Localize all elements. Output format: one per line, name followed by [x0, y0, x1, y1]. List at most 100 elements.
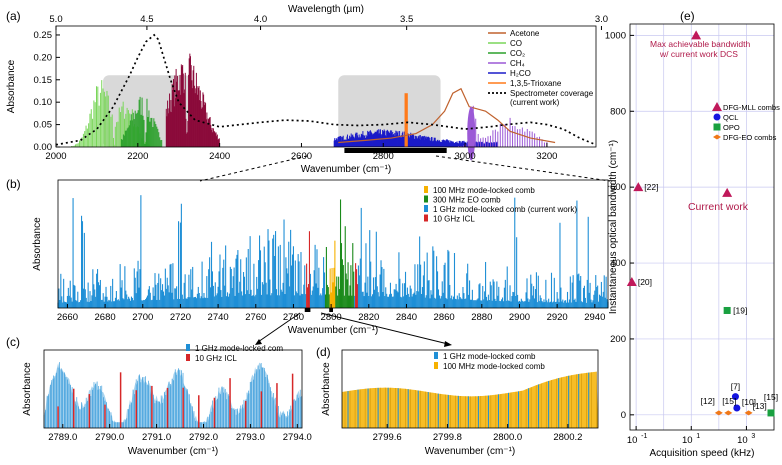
data-point: [731, 393, 739, 401]
zoom-connector: [435, 155, 611, 182]
x-tick-label: 2800: [373, 151, 394, 162]
point-label: [22]: [644, 182, 658, 192]
legend-label: CO₂: [510, 49, 525, 58]
annotation: Max achievable bandwidth: [650, 39, 750, 49]
x-tick-label: 2800.2: [553, 432, 582, 443]
y-tick-label: 0: [621, 410, 626, 421]
x-tick-label: 2790.0: [95, 432, 124, 443]
legend-label: 100 MHz mode-locked comb: [443, 362, 545, 371]
y-tick-label: 0.00: [34, 142, 53, 153]
data-point: [744, 410, 753, 416]
y-tick-label: 0.20: [34, 52, 53, 63]
x-tick-label: 2940: [584, 312, 605, 323]
x-axis-title: Wavenumber (cm⁻¹): [288, 325, 378, 336]
zoom-arrow: [320, 312, 449, 345]
x-tick-label: 2800.0: [493, 432, 522, 443]
legend-label: 1 GHz mode-locked com: [195, 344, 283, 353]
highlight-bar: [344, 148, 447, 153]
x-tick-label: 2600: [291, 151, 312, 162]
data-point: [723, 306, 731, 314]
legend-swatch: [434, 352, 438, 359]
y-axis-title: Absorbance: [22, 362, 33, 416]
x-tick-label: 2791.0: [142, 432, 171, 443]
plot-frame: [629, 23, 775, 431]
x-tick-label: 2660: [57, 312, 78, 323]
x-tick-label: 2760: [245, 312, 266, 323]
y-tick-label: 1000: [605, 30, 626, 41]
data-point: [724, 410, 733, 416]
absorbance-area: [44, 362, 302, 428]
legend-label: Spectrometer coverage: [510, 89, 594, 98]
legend-label: H₂CO: [510, 69, 531, 78]
x-tick-label: 3200: [536, 151, 557, 162]
panel-letter: (a): [6, 9, 21, 23]
x-axis-title: Wavenumber (cm⁻¹): [425, 446, 515, 457]
x-tick-exponent: 1: [696, 433, 700, 440]
x-axis-title: Wavenumber (cm⁻¹): [301, 164, 391, 175]
y-tick-label: 0.10: [34, 97, 53, 108]
x-tick-label: 3000: [455, 151, 476, 162]
point-label: [7]: [731, 382, 740, 392]
panel-letter: (c): [6, 335, 20, 349]
x-axis-title: Acquisition speed (kHz): [649, 448, 754, 459]
legend-label: 100 MHz mode-locked comb: [433, 186, 535, 195]
trioxane-peak: [404, 93, 408, 147]
data-point: [691, 30, 702, 40]
data-point: [633, 182, 644, 192]
panel-b: 2660268027002720274027602780280028202840…: [6, 177, 609, 336]
point-label: [15]: [722, 396, 736, 406]
point-label: [20]: [638, 277, 652, 287]
annotation: w/ current work DCS: [659, 49, 738, 59]
x-axis-title: Wavenumber (cm⁻¹): [128, 446, 218, 457]
x-tick-label: 2799.6: [373, 432, 402, 443]
x-tick-label: 2000: [45, 151, 66, 162]
legend-swatch: [186, 344, 190, 351]
data-point: [714, 410, 723, 416]
top-tick-label: 5.0: [49, 14, 62, 25]
point-label: [10]: [742, 397, 756, 407]
y-axis-title: Absorbance: [32, 217, 43, 271]
x-tick-label: 2880: [471, 312, 492, 323]
x-tick-label: 2793.0: [236, 432, 265, 443]
x-tick-label: 2720: [170, 312, 191, 323]
legend-label: DFG-EO combs: [723, 133, 777, 142]
legend-label: 1 GHz mode-locked comb (current work): [433, 205, 577, 214]
x-tick-exponent: 3: [751, 433, 755, 440]
panel-d: 2799.6 2799.8 2800.0 2800.2 Wavenumber (cm⁻¹…: [316, 345, 599, 457]
panel-a: 2000 2200 2400 2600 2800 3000 3200 0.00 0.05 0.10…: [6, 4, 608, 175]
legend-swatch: [424, 186, 428, 193]
legend-label: (current work): [510, 98, 560, 107]
y-tick-label: 0.05: [34, 120, 53, 131]
legend-label: 300 MHz EO comb: [433, 196, 501, 205]
x-tick-label: 2700: [132, 312, 153, 323]
x-tick-label: 2200: [127, 151, 148, 162]
legend-marker: [713, 134, 721, 140]
top-tick-label: 4.0: [254, 14, 267, 25]
plot-frame: [43, 349, 303, 429]
arrow-head: [444, 341, 452, 347]
legend-label: 10 GHz ICL: [433, 215, 475, 224]
panel-letter: (d): [316, 345, 331, 359]
panel-letter: (e): [680, 9, 695, 23]
x-tick-label: 2860: [434, 312, 455, 323]
y-axis-title: Absorbance: [6, 59, 17, 113]
legend-label: OPO: [723, 123, 740, 132]
x-tick-label: 2820: [358, 312, 379, 323]
top-axis-title: Wavelength (µm): [288, 4, 364, 15]
legend-swatch: [424, 195, 428, 203]
legend-swatch: [434, 362, 438, 369]
legend-label: CO: [510, 39, 522, 48]
legend-swatch: [424, 214, 428, 222]
y-tick-label: 200: [610, 334, 626, 345]
legend-marker: [713, 123, 721, 131]
zoom-arrow: [257, 312, 301, 343]
x-tick-label: 10: [627, 435, 638, 446]
mll100-area: [342, 371, 598, 428]
shaded-region: [338, 75, 441, 147]
data-point: [722, 187, 733, 197]
panel-c: 2789.0 2790.0 2791.0 2792.0 2793.0 2794.0 Wave…: [6, 335, 312, 457]
y-tick-label: 400: [610, 258, 626, 269]
legend-label: 1 GHz mode-locked comb: [443, 352, 536, 361]
